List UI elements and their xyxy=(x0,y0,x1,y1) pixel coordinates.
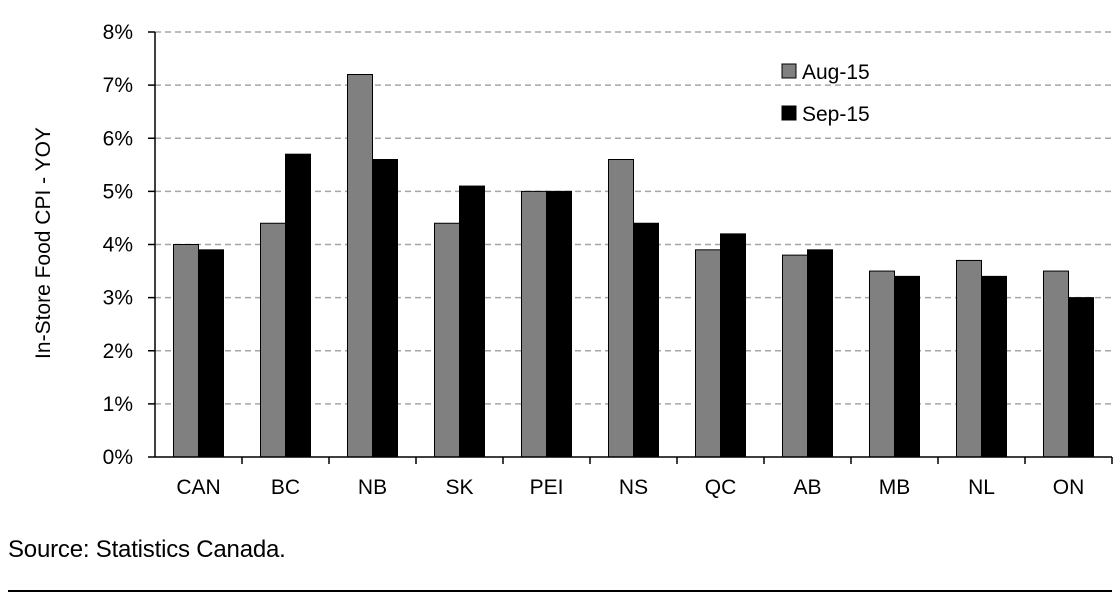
y-tick-label: 8% xyxy=(103,21,133,44)
bar-nb-aug-15 xyxy=(347,74,373,458)
bar-ns-aug-15 xyxy=(608,159,634,458)
bar-nb-sep-15 xyxy=(372,159,398,458)
x-tick-label: CAN xyxy=(176,476,220,499)
bars xyxy=(173,74,1094,458)
axes xyxy=(148,31,1113,464)
bar-pei-sep-15 xyxy=(546,190,572,458)
legend-swatch-aug-15 xyxy=(781,63,797,79)
x-tick-label: NL xyxy=(968,476,995,499)
bar-qc-sep-15 xyxy=(720,233,746,458)
y-tick-label: 2% xyxy=(103,340,133,363)
y-axis-title: In-Store Food CPI - YOY xyxy=(32,127,55,359)
bar-bc-aug-15 xyxy=(260,222,286,458)
bar-on-sep-15 xyxy=(1068,297,1094,458)
bar-nl-aug-15 xyxy=(956,259,982,458)
x-tick-label: BC xyxy=(271,476,300,499)
x-tick-label: SK xyxy=(445,476,473,499)
bar-can-sep-15 xyxy=(198,249,224,458)
x-tick-label: NS xyxy=(619,476,648,499)
bar-ab-aug-15 xyxy=(782,254,808,458)
bar-ns-sep-15 xyxy=(633,222,659,458)
bar-mb-sep-15 xyxy=(894,275,920,458)
x-tick-label: PEI xyxy=(530,476,564,499)
legend-label-aug-15: Aug-15 xyxy=(802,61,870,84)
bar-mb-aug-15 xyxy=(869,270,895,458)
x-tick-label: AB xyxy=(793,476,821,499)
y-tick-label: 4% xyxy=(103,234,133,257)
bar-qc-aug-15 xyxy=(695,249,721,458)
legend-swatch-sep-15 xyxy=(781,105,797,121)
bar-on-aug-15 xyxy=(1043,270,1069,458)
y-tick-label: 5% xyxy=(103,180,133,203)
x-tick-label: ON xyxy=(1053,476,1085,499)
bar-can-aug-15 xyxy=(173,244,199,458)
y-tick-label: 1% xyxy=(103,393,133,416)
bar-nl-sep-15 xyxy=(981,275,1007,458)
y-tick-label: 3% xyxy=(103,287,133,310)
legend-label-sep-15: Sep-15 xyxy=(802,103,870,126)
source-note: Source: Statistics Canada. xyxy=(8,536,286,563)
bar-sk-aug-15 xyxy=(434,222,460,458)
bar-chart: 0% 1% 2% 3% 4% 5% 6% 7% 8% CAN BC NB SK PEI NS QC AB MB NL… xyxy=(32,21,1113,499)
bar-ab-sep-15 xyxy=(807,249,833,458)
y-tick-label: 6% xyxy=(103,127,133,150)
legend: Aug-15 Sep-15 xyxy=(781,61,870,126)
x-tick-label: QC xyxy=(705,476,737,499)
bottom-rule xyxy=(8,590,1112,592)
y-tick-label: 0% xyxy=(103,446,133,469)
x-tick-label: NB xyxy=(358,476,387,499)
bar-bc-sep-15 xyxy=(285,153,311,458)
tick-labels: 0% 1% 2% 3% 4% 5% 6% 7% 8% CAN BC NB SK PEI NS QC AB MB NL… xyxy=(103,21,1085,499)
y-tick-label: 7% xyxy=(103,74,133,97)
x-tick-label: MB xyxy=(879,476,911,499)
bar-sk-sep-15 xyxy=(459,185,485,458)
bar-pei-aug-15 xyxy=(521,190,547,458)
